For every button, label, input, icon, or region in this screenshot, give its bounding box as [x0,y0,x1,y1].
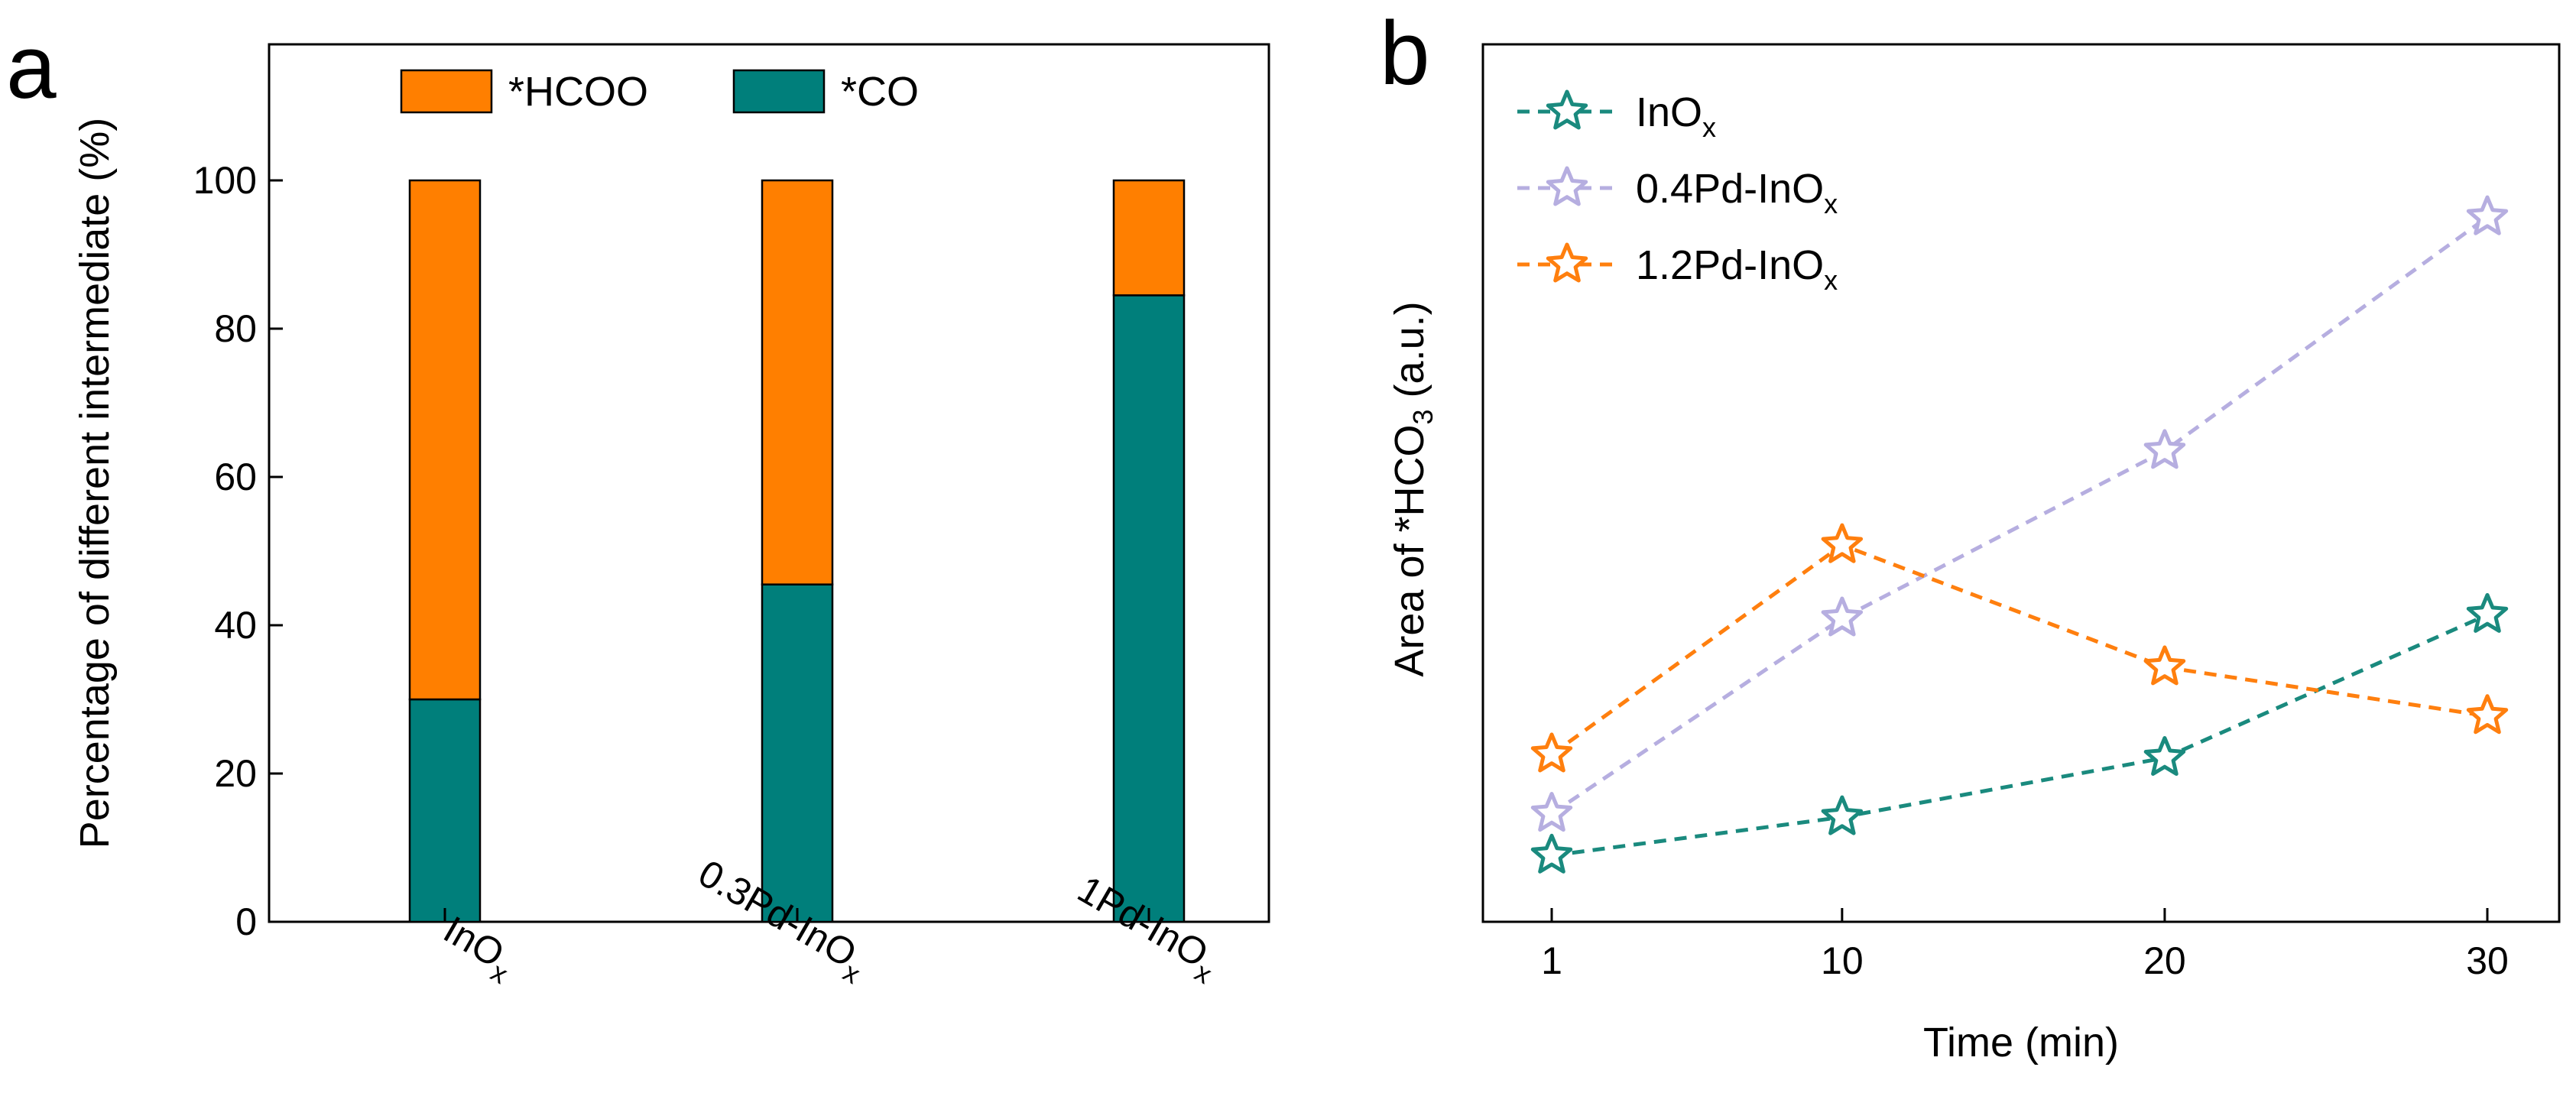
x-tick-label-b: 1 [1541,939,1562,982]
panel-b-label: b [1380,3,1430,104]
y-tick-label-a: 0 [235,900,257,943]
bar-co-3 [1112,294,1186,923]
series-line-3 [1550,543,2488,756]
bar-co-2 [761,583,834,923]
legend-name: 1.2Pd-InO [1636,242,1824,288]
y-tick-label-a: 20 [214,752,257,795]
legend-label-1: InOx [1636,89,1716,143]
legend-marker-1 [1546,89,1588,130]
bar-hcoo-1 [408,179,482,701]
data-point-3-1 [1530,732,1573,773]
series-line-2 [1550,216,2489,816]
data-point-2-3 [2143,429,2186,469]
x-axis-title-b: Time (min) [1923,1020,2119,1065]
y-axis-title-b-suffix: (a.u.) [1387,301,1432,409]
y-tick-label-a: 60 [214,456,257,498]
bar-co-1 [408,698,482,923]
legend-swatch-hcoo [400,69,493,114]
y-tick-label-a: 80 [214,307,257,350]
legend-label-3: 1.2Pd-InOx [1636,242,1838,296]
legend-label-hcoo: *HCOO [508,69,648,115]
legend-subscript: x [1824,188,1838,219]
y-axis-title-b: Area of *HCO3 (a.u.) [1387,301,1439,676]
y-axis-a: 0 20 40 60 80 100 [193,159,283,943]
y-tick-label-a: 100 [193,159,257,202]
x-axis-b: 1 10 20 30 [1541,908,2509,982]
series-lines [1530,195,2509,874]
line-chart: 1 10 20 30 Time (min) Area of *HCO3 (a.u.) … [1387,43,2561,1065]
legend-subscript: x [1824,264,1838,296]
legend-marker-3 [1546,242,1588,283]
data-point-2-4 [2466,195,2509,235]
legend-name: 0.4Pd-InO [1636,166,1824,212]
panel-a-label: a [6,17,57,118]
x-tick-label-b: 30 [2466,939,2509,982]
legend-label-2: 0.4Pd-InOx [1636,166,1838,219]
data-point-1-4 [2466,592,2509,633]
data-point-3-3 [2143,645,2186,686]
x-tick-label-b: 10 [1821,939,1864,982]
bar-hcoo-2 [761,179,834,585]
data-point-1-1 [1530,833,1573,874]
data-point-1-2 [1821,795,1864,835]
legend-swatch-co [732,69,826,114]
legend-subscript: x [1702,112,1716,143]
legend-name: InO [1636,89,1702,135]
legend-marker-2 [1546,166,1588,206]
x-tick-label-b: 20 [2143,939,2186,982]
data-point-3-2 [1821,523,1864,563]
legend-label-co: *CO [841,69,919,115]
data-point-2-1 [1530,792,1573,832]
series-line-1 [1551,613,2489,858]
y-axis-title-a: Percentage of different intermediate (%) [72,118,118,849]
y-axis-title-b-main: Area of *HCO [1387,424,1432,676]
legend-a: *HCOO *CO [400,69,919,115]
data-point-1-3 [2143,736,2186,776]
bar-hcoo-3 [1112,179,1186,297]
bars [408,179,1186,923]
data-point-3-4 [2466,694,2509,735]
y-axis-title-b-subscript: 3 [1407,409,1439,424]
plot-frame-b [1481,43,2561,923]
y-tick-label-a: 40 [214,604,257,647]
data-point-2-2 [1821,596,1864,637]
